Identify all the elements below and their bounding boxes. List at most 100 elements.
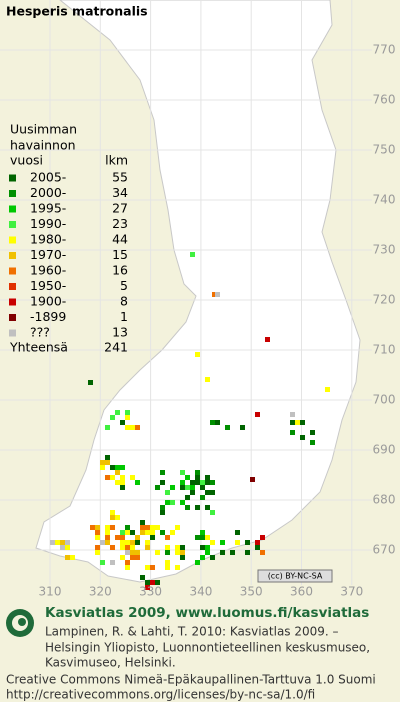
observation-square xyxy=(110,560,115,565)
observation-square xyxy=(130,545,135,550)
observation-square xyxy=(120,540,125,545)
legend-label: ??? xyxy=(30,325,50,340)
observation-square xyxy=(135,550,140,555)
observation-square xyxy=(115,470,120,475)
observation-square xyxy=(125,415,130,420)
observation-square xyxy=(105,455,110,460)
observation-square xyxy=(165,565,170,570)
observation-square xyxy=(290,430,295,435)
legend-label: 1950- xyxy=(30,278,66,293)
observation-square xyxy=(65,540,70,545)
legend-swatch xyxy=(9,190,16,197)
observation-square xyxy=(160,530,165,535)
observation-square xyxy=(120,480,125,485)
observation-square xyxy=(200,555,205,560)
observation-square xyxy=(170,485,175,490)
observation-square xyxy=(300,435,305,440)
y-coordinate-label: 750 xyxy=(373,143,396,157)
legend-count: 34 xyxy=(112,185,128,200)
observation-square xyxy=(105,475,110,480)
observation-square xyxy=(240,425,245,430)
observation-square xyxy=(180,485,185,490)
observation-square xyxy=(180,545,185,550)
observation-square xyxy=(130,475,135,480)
observation-square xyxy=(145,545,150,550)
observation-square xyxy=(95,545,100,550)
observation-square xyxy=(105,530,110,535)
observation-square xyxy=(105,460,110,465)
observation-square xyxy=(155,485,160,490)
x-coordinate-label: 330 xyxy=(139,585,162,599)
observation-square xyxy=(260,535,265,540)
observation-square xyxy=(145,525,150,530)
observation-square xyxy=(60,540,65,545)
legend-swatch xyxy=(9,283,16,290)
observation-square xyxy=(160,510,165,515)
site-title[interactable]: Kasviatlas 2009, www.luomus.fi/kasviatla… xyxy=(45,605,369,621)
observation-square xyxy=(210,540,215,545)
observation-square xyxy=(120,530,125,535)
observation-square xyxy=(195,475,200,480)
observation-square xyxy=(170,500,175,505)
observation-square xyxy=(210,510,215,515)
license-url[interactable]: http://creativecommons.org/licenses/by-n… xyxy=(6,688,315,702)
observation-square xyxy=(55,540,60,545)
observation-square xyxy=(260,550,265,555)
y-coordinate-label: 770 xyxy=(373,43,396,57)
legend-count: 5 xyxy=(120,278,128,293)
observation-square xyxy=(195,480,200,485)
x-coordinate-label: 360 xyxy=(290,585,313,599)
observation-square xyxy=(205,505,210,510)
legend-count: 8 xyxy=(120,294,128,309)
observation-square xyxy=(180,550,185,555)
observation-square xyxy=(110,465,115,470)
y-coordinate-label: 670 xyxy=(373,543,396,557)
license-text: Creative Commons Nimeä-Epäkaupallinen-Ta… xyxy=(6,673,376,687)
legend-count: 16 xyxy=(112,263,128,278)
observation-square xyxy=(200,480,205,485)
observation-square xyxy=(135,535,140,540)
observation-square xyxy=(200,530,205,535)
y-coordinate-label: 730 xyxy=(373,243,396,257)
observation-square xyxy=(230,550,235,555)
legend-count: 23 xyxy=(112,216,128,231)
observation-square xyxy=(110,510,115,515)
observation-square xyxy=(120,485,125,490)
observation-square xyxy=(200,545,205,550)
observation-square xyxy=(120,555,125,560)
observation-square xyxy=(100,465,105,470)
observation-square xyxy=(95,525,100,530)
observation-square xyxy=(145,540,150,545)
y-coordinate-label: 740 xyxy=(373,193,396,207)
legend-heading: havainnon xyxy=(10,138,76,153)
legend-label: 2005- xyxy=(30,170,66,185)
observation-square xyxy=(210,555,215,560)
observation-square xyxy=(205,550,210,555)
legend-label: 1980- xyxy=(30,232,66,247)
observation-square xyxy=(150,530,155,535)
observation-square xyxy=(195,560,200,565)
observation-square xyxy=(190,485,195,490)
observation-square xyxy=(200,495,205,500)
legend-swatch xyxy=(9,205,16,213)
legend-heading: Uusimman xyxy=(10,122,77,137)
legend-count: 13 xyxy=(112,325,128,340)
observation-square xyxy=(180,555,185,560)
observation-square xyxy=(100,540,105,545)
observation-square xyxy=(135,425,140,430)
observation-square xyxy=(180,470,185,475)
legend-label: -1899 xyxy=(30,309,66,324)
observation-square xyxy=(300,420,305,425)
observation-square xyxy=(130,530,135,535)
finland-outline xyxy=(35,0,361,583)
observation-square xyxy=(140,575,145,580)
x-coordinate-label: 340 xyxy=(189,585,212,599)
logo xyxy=(6,609,34,637)
observation-square xyxy=(160,470,165,475)
observation-square xyxy=(115,480,120,485)
observation-square xyxy=(140,525,145,530)
observation-square xyxy=(120,465,125,470)
observation-square xyxy=(310,430,315,435)
observation-square xyxy=(135,480,140,485)
